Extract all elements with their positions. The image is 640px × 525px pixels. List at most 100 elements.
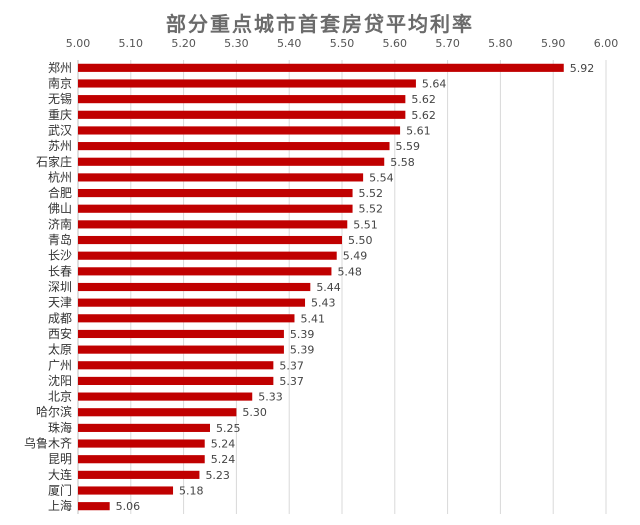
category-label: 石家庄 <box>36 154 72 169</box>
bar <box>78 142 390 151</box>
x-tick-label: 5.40 <box>277 37 302 50</box>
category-label: 昆明 <box>48 452 72 466</box>
bar <box>78 204 353 213</box>
bar <box>78 345 284 354</box>
x-tick-label: 5.20 <box>171 37 196 50</box>
bar <box>78 408 237 417</box>
bar <box>78 251 337 260</box>
bar <box>78 455 205 464</box>
data-label: 5.43 <box>311 297 336 310</box>
data-label: 5.52 <box>359 187 384 200</box>
category-label: 哈尔滨 <box>36 404 72 419</box>
bar <box>78 188 353 198</box>
data-label: 5.61 <box>406 124 431 137</box>
x-tick-label: 5.10 <box>119 37 144 50</box>
bar <box>78 392 253 401</box>
category-label: 长沙 <box>48 249 72 263</box>
x-tick-label: 5.50 <box>330 37 355 50</box>
bar <box>78 361 274 370</box>
category-label: 太原 <box>48 342 72 357</box>
data-label: 5.44 <box>316 281 341 294</box>
bar <box>78 110 406 119</box>
bar <box>78 502 110 511</box>
category-label: 青岛 <box>48 232 72 247</box>
data-label: 5.62 <box>411 93 436 106</box>
chart-title: 部分重点城市首套房贷平均利率 <box>166 12 474 36</box>
category-label: 厦门 <box>48 483 72 498</box>
category-label: 北京 <box>48 390 72 404</box>
bar <box>78 470 200 479</box>
data-label: 5.23 <box>205 469 230 482</box>
bar <box>78 314 295 323</box>
x-tick-label: 6.00 <box>594 37 619 50</box>
category-label: 大连 <box>48 467 72 482</box>
category-label: 西安 <box>48 326 72 341</box>
category-label: 武汉 <box>48 123 72 137</box>
x-tick-label: 5.30 <box>224 37 249 50</box>
data-label: 5.33 <box>258 391 283 404</box>
data-label: 5.24 <box>211 438 236 451</box>
category-label: 南京 <box>48 75 72 90</box>
data-label: 5.39 <box>290 328 315 341</box>
data-label: 5.39 <box>290 344 315 357</box>
data-label: 5.18 <box>179 485 204 498</box>
category-label: 珠海 <box>48 420 72 435</box>
bar <box>78 79 416 88</box>
bar <box>78 235 342 245</box>
data-label: 5.37 <box>279 375 304 388</box>
data-label: 5.50 <box>348 234 373 247</box>
bar <box>78 376 274 386</box>
bar <box>78 423 210 432</box>
data-label: 5.92 <box>570 62 595 75</box>
x-tick-label: 5.00 <box>66 37 91 50</box>
data-label: 5.49 <box>343 250 368 263</box>
bar <box>78 267 332 276</box>
data-label: 5.62 <box>411 109 436 122</box>
category-label: 杭州 <box>48 169 72 184</box>
category-label: 无锡 <box>48 91 72 106</box>
bar <box>78 126 401 135</box>
data-label: 5.54 <box>369 171 394 184</box>
category-label: 苏州 <box>48 139 72 153</box>
data-label: 5.24 <box>211 453 236 466</box>
data-label: 5.59 <box>396 140 421 153</box>
category-label: 郑州 <box>48 60 72 75</box>
category-label: 天津 <box>48 296 72 310</box>
category-label: 沈阳 <box>48 373 72 388</box>
category-label: 广州 <box>48 358 72 372</box>
category-label: 济南 <box>48 216 72 231</box>
bar <box>78 439 205 448</box>
category-label: 上海 <box>48 498 72 513</box>
data-label: 5.64 <box>422 77 447 90</box>
bar <box>78 95 406 104</box>
category-label: 乌鲁木齐 <box>24 436 72 451</box>
x-tick-label: 5.80 <box>488 37 513 50</box>
bar <box>78 329 284 339</box>
data-label: 5.06 <box>116 500 140 513</box>
bar <box>78 298 306 307</box>
data-label: 5.41 <box>300 312 325 325</box>
x-tick-label: 5.70 <box>435 37 460 50</box>
category-label: 成都 <box>48 311 72 325</box>
category-label: 重庆 <box>48 108 72 122</box>
category-label: 深圳 <box>48 280 72 294</box>
x-tick-label: 5.90 <box>541 37 566 50</box>
bar <box>78 282 311 292</box>
data-label: 5.51 <box>353 218 378 231</box>
data-label: 5.58 <box>390 156 415 169</box>
data-label: 5.30 <box>242 406 267 419</box>
bar <box>78 486 174 495</box>
data-label: 5.25 <box>216 422 241 435</box>
data-label: 5.48 <box>337 265 362 278</box>
category-label: 长春 <box>48 264 72 278</box>
bar <box>78 63 564 72</box>
bar <box>78 173 364 182</box>
data-label: 5.37 <box>279 359 304 372</box>
category-label: 佛山 <box>48 202 72 216</box>
bar <box>78 157 385 166</box>
x-tick-label: 5.60 <box>383 37 408 50</box>
bar <box>78 220 348 229</box>
data-label: 5.52 <box>359 203 384 216</box>
category-label: 合肥 <box>48 185 72 200</box>
